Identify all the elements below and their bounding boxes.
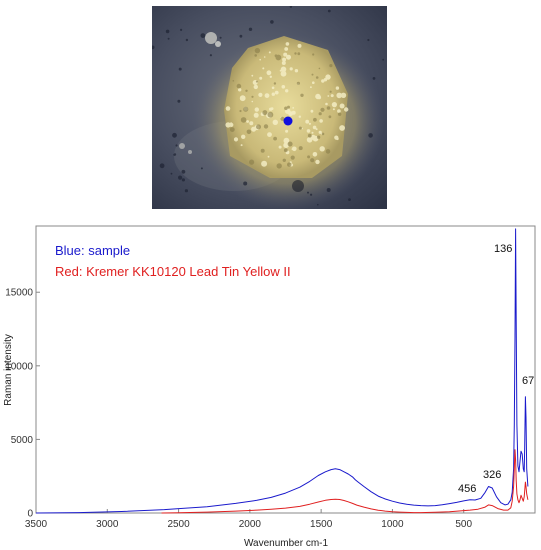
y-tick-label: 10000 <box>5 361 33 372</box>
x-tick-label: 3000 <box>96 519 119 530</box>
x-tick-label: 3500 <box>25 519 48 530</box>
series-line-sample <box>35 228 529 514</box>
y-tick-label: 0 <box>27 509 33 520</box>
measurement-point-marker <box>283 116 293 126</box>
legend-entry-reference: Red: Kremer KK10120 Lead Tin Yellow II <box>55 264 291 279</box>
micrograph-image <box>152 6 387 209</box>
x-tick-label: 2000 <box>239 519 262 530</box>
peak-label-67: 67 <box>522 375 534 387</box>
legend-entry-sample: Blue: sample <box>55 243 130 258</box>
series-line-reference <box>161 449 529 514</box>
raman-spectrum-chart: 0 5000 10000 15000 3500 3000 2500 2000 1500 1000… <box>3 225 536 549</box>
peak-label-136: 136 <box>494 243 512 255</box>
y-tick-label: 15000 <box>5 288 33 299</box>
peak-label-456: 456 <box>458 483 476 495</box>
peak-label-326: 326 <box>483 469 501 481</box>
y-tick-label: 5000 <box>11 435 34 446</box>
x-axis-title: Wavenumber cm-1 <box>244 538 329 549</box>
x-tick-label: 2500 <box>167 519 190 530</box>
x-tick-label: 500 <box>455 519 472 530</box>
x-tick-label: 1500 <box>310 519 333 530</box>
series-layer <box>35 228 529 514</box>
plot-frame <box>35 225 536 514</box>
x-tick-label: 1000 <box>381 519 404 530</box>
y-axis-title: Raman intensity <box>3 334 14 406</box>
